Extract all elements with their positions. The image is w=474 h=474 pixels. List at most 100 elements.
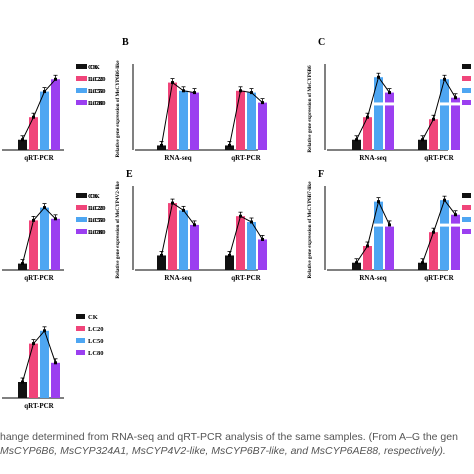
panel-c-bar-rna-seq-lc50 (374, 77, 383, 150)
panel-e-bar-rna-seq-lc80 (190, 224, 199, 270)
panel-b-bar-rna-seq-lc50 (179, 90, 188, 150)
panel-d-legend-label-ck: CK (88, 193, 98, 200)
panel-a-bar-qrt-pcr-ck (18, 139, 27, 150)
panel-e-category-label-0: RNA-seq (164, 274, 191, 282)
panel-a-trend-marker-2 (43, 90, 46, 94)
panel-b-trend-marker-0 (160, 143, 163, 147)
panel-e-legend-swatch-lc50 (78, 217, 87, 222)
panel-e-trend-marker-2 (182, 208, 185, 212)
panel-b-trend-marker-2 (182, 89, 185, 93)
panel-d-trend-marker-3 (54, 217, 57, 221)
panel-b-trend-marker-1 (171, 81, 174, 85)
panel-b-trend-line (229, 90, 263, 146)
panel-d-bar-qrt-pcr-lc80 (51, 218, 60, 270)
panel-c-category-label-0: RNA-seq (359, 154, 386, 162)
panel-b-ylabel: Relative gene expression of MsCYP6B6-lik… (115, 60, 121, 158)
panel-f-axis-break (351, 223, 397, 227)
panel-d-trend-marker-1 (32, 218, 35, 222)
panel-f-trend-marker-1 (432, 230, 435, 234)
panel-b-legend-swatch-lc50 (78, 88, 87, 93)
panel-e-bar-qrt-pcr-ck (225, 255, 234, 270)
panel-e-bar-qrt-pcr-lc80 (258, 239, 267, 270)
panel-f-bar-qrt-pcr-lc50 (440, 200, 449, 270)
panel-f-trend-marker-0 (355, 261, 358, 265)
panel-f-category-label-1: qRT-PCR (424, 274, 454, 282)
panel-c-trend-marker-1 (432, 117, 435, 121)
panel-g-legend-swatch-ck (76, 314, 85, 319)
panel-g-bar-qrt-pcr-lc50 (40, 330, 49, 398)
panel-f-legend-swatch-lc20 (462, 205, 471, 210)
panel-f-bar-qrt-pcr-lc80 (451, 214, 460, 270)
panel-c-trend-line (422, 78, 456, 140)
panel-g-legend-label-ck: CK (88, 314, 98, 321)
panel-a-legend-label-lc20: LC20 (88, 76, 104, 83)
panel-d-trend-line (22, 206, 56, 264)
panel-e-trend-marker-0 (160, 253, 163, 257)
panel-e-trend-marker-3 (193, 223, 196, 227)
panel-e-legend-swatch-ck (78, 193, 87, 198)
panel-e-legend-label-lc20: LC20 (90, 205, 106, 212)
panel-b-bar-qrt-pcr-ck (225, 145, 234, 150)
panel-f-category-label-0: RNA-seq (359, 274, 386, 282)
panel-b-trend-line (161, 81, 195, 146)
panel-b-bar-rna-seq-ck (157, 145, 166, 150)
panel-f-bar-qrt-pcr-lc20 (429, 232, 438, 270)
panel-e-trend-marker-0 (228, 253, 231, 257)
panel-a-trend-marker-1 (32, 115, 35, 119)
panel-f-bar-rna-seq-lc50 (374, 201, 383, 270)
panel-b-bar-rna-seq-lc20 (168, 82, 177, 150)
panel-e-trend-line (161, 202, 195, 256)
panel-c-bar-rna-seq-ck (352, 139, 361, 150)
panel-f-trend-marker-3 (454, 213, 457, 217)
panel-b-legend-swatch-lc20 (78, 76, 87, 81)
panel-e-bar-rna-seq-lc50 (179, 210, 188, 270)
panel-c-ylabel: Relative gene expression of MsCYP6B6 (307, 65, 313, 153)
panel-e-legend-label-ck: CK (90, 193, 100, 200)
panel-g-legend-label-lc50: LC50 (88, 338, 104, 345)
panel-e-trend-line (229, 215, 263, 256)
panel-c-trend-marker-2 (377, 75, 380, 79)
panel-e-letter: E (126, 169, 133, 180)
panel-c-bar-qrt-pcr-lc20 (429, 119, 438, 150)
panel-f-bar-rna-seq-lc80 (385, 224, 394, 270)
panel-d-bar-qrt-pcr-lc20 (29, 220, 38, 270)
panel-b-trend-marker-2 (250, 91, 253, 95)
panel-e-trend-marker-3 (261, 237, 264, 241)
panel-b-bar-qrt-pcr-lc50 (247, 92, 256, 150)
panel-a-bar-qrt-pcr-lc50 (40, 91, 49, 150)
panel-e-legend-label-lc80: LC80 (90, 229, 106, 236)
panel-c-category-label-1: qRT-PCR (424, 154, 454, 162)
panel-f-trend-line (422, 199, 456, 263)
panel-d-bar-qrt-pcr-lc50 (40, 207, 49, 270)
panel-e-legend-swatch-lc80 (78, 229, 87, 234)
panel-e-trend-marker-1 (239, 214, 242, 218)
panel-f-bar-rna-seq-ck (352, 262, 361, 270)
panel-f-axis-break (417, 223, 463, 227)
caption-line-2: MsCYP6B6, MsCYP324A1, MsCYP4V2-like, MsC… (0, 445, 446, 457)
panel-f-trend-marker-1 (366, 244, 369, 248)
panel-c-trend-marker-2 (443, 77, 446, 81)
panel-g-legend-label-lc20: LC20 (88, 326, 104, 333)
panel-b-letter: B (122, 37, 129, 48)
panel-d-category-label-0: qRT-PCR (24, 274, 54, 282)
panel-c-bar-rna-seq-lc80 (385, 92, 394, 150)
panel-c-legend-swatch-ck (462, 64, 471, 69)
panel-a-trend-marker-0 (21, 138, 24, 142)
panel-g-trend-marker-1 (32, 342, 35, 346)
panel-c-axis-break (417, 102, 463, 106)
panel-g-trend-marker-0 (21, 380, 24, 384)
panel-c-legend-swatch-lc50 (462, 88, 471, 93)
panel-e-bar-qrt-pcr-lc20 (236, 216, 245, 270)
panel-a-bar-qrt-pcr-lc20 (29, 117, 38, 150)
panel-g-legend-swatch-lc20 (76, 326, 85, 331)
panel-g-trend-marker-2 (43, 329, 46, 333)
panel-g-legend-swatch-lc80 (76, 350, 85, 355)
panel-b-trend-marker-1 (239, 89, 242, 93)
panel-b-legend-label-lc50: LC50 (90, 88, 106, 95)
panel-g-category-label-0: qRT-PCR (24, 402, 54, 410)
panel-b-trend-marker-0 (228, 143, 231, 147)
panel-a-bar-qrt-pcr-lc80 (51, 79, 60, 150)
panel-e-legend-swatch-lc20 (78, 205, 87, 210)
panel-b-category-label-1: qRT-PCR (231, 154, 261, 162)
